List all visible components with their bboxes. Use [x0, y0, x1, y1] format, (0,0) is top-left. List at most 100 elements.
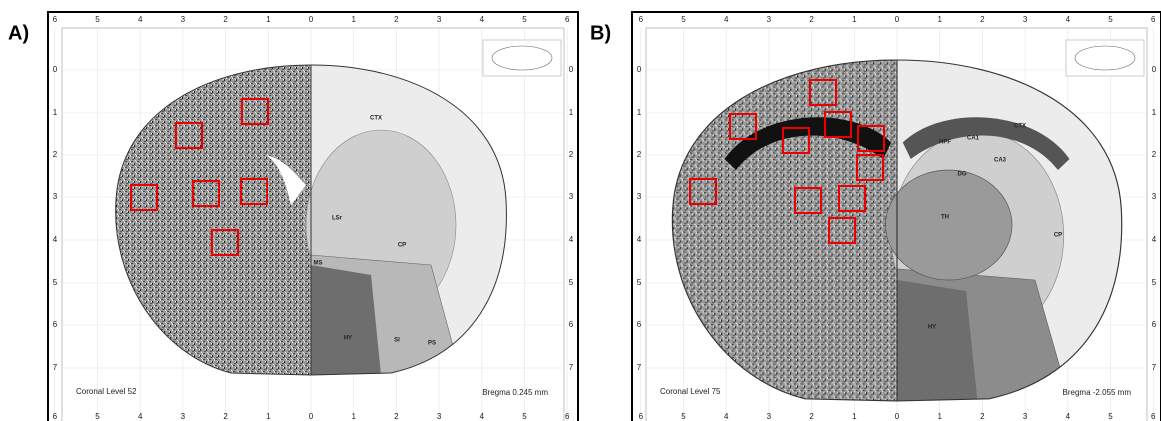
- y-tick-label: 7: [1152, 363, 1157, 372]
- inset-thumbnail: [483, 40, 561, 76]
- region-label: HY: [344, 336, 352, 342]
- panel-label: A): [8, 22, 29, 44]
- brain-section: [101, 60, 521, 380]
- y-tick-label: 5: [53, 278, 58, 287]
- x-tick-label: 3: [1023, 412, 1028, 421]
- x-tick-label: 5: [1108, 15, 1113, 24]
- region-label: CTX: [370, 116, 382, 122]
- x-tick-label: 4: [138, 412, 143, 421]
- y-tick-label: 6: [637, 320, 642, 329]
- y-tick-label: 7: [53, 363, 58, 372]
- x-tick-label: 5: [681, 412, 686, 421]
- inset-thumbnail: [1066, 40, 1144, 76]
- figure: A) 6 6 5 5 4 4 3 3 2 2 1 1 0 0 1 1 2 2 3 3 4 4 5 5 6 6 0 0 1 1 2 2 3 3 4 4 5 5…: [0, 0, 1161, 421]
- x-tick-label: 1: [351, 412, 356, 421]
- x-tick-label: 1: [351, 15, 356, 24]
- caption: Coronal Level 52: [76, 387, 137, 396]
- y-tick-label: 1: [637, 108, 642, 117]
- y-tick-label: 1: [569, 108, 574, 117]
- x-tick-label: 6: [1151, 412, 1156, 421]
- y-tick-label: 5: [637, 278, 642, 287]
- y-tick-label: 0: [637, 65, 642, 74]
- x-tick-label: 3: [437, 15, 442, 24]
- y-tick-label: 3: [1152, 192, 1157, 201]
- x-tick-label: 0: [309, 412, 314, 421]
- y-tick-label: 3: [53, 192, 58, 201]
- y-tick-label: 2: [53, 150, 58, 159]
- y-tick-label: 4: [1152, 235, 1157, 244]
- y-tick-label: 2: [1152, 150, 1157, 159]
- x-tick-label: 1: [266, 412, 271, 421]
- x-tick-label: 2: [809, 412, 814, 421]
- thalamus: [886, 170, 1013, 280]
- x-tick-label: 6: [1151, 15, 1156, 24]
- y-tick-label: 2: [569, 150, 574, 159]
- y-tick-label: 0: [1152, 65, 1157, 74]
- atlas-region: [311, 265, 381, 375]
- brain-section: [656, 55, 1139, 407]
- y-tick-label: 5: [1152, 278, 1157, 287]
- y-tick-label: 7: [637, 363, 642, 372]
- region-label: TH: [941, 215, 949, 221]
- x-tick-label: 0: [309, 15, 314, 24]
- region-label: HY: [928, 325, 936, 331]
- x-tick-label: 5: [95, 412, 100, 421]
- x-tick-label: 2: [394, 15, 399, 24]
- x-tick-label: 0: [895, 412, 900, 421]
- panel: B)66554433221100112233445566001122334455…: [590, 12, 1161, 421]
- x-tick-label: 5: [522, 412, 527, 421]
- page: {"panels": [ {"label": "A)", "x_ticks": …: [0, 0, 1161, 421]
- panel-label: B): [590, 22, 611, 44]
- x-tick-label: 2: [809, 15, 814, 24]
- region-label: MS: [314, 261, 323, 267]
- region-label: DG: [958, 172, 967, 178]
- region-label: CTX: [1014, 124, 1026, 130]
- x-tick-label: 6: [639, 412, 644, 421]
- y-tick-label: 3: [569, 192, 574, 201]
- x-tick-label: 6: [565, 15, 570, 24]
- x-tick-label: 6: [639, 15, 644, 24]
- x-tick-label: 4: [1066, 412, 1071, 421]
- x-tick-label: 2: [223, 15, 228, 24]
- caption: Coronal Level 75: [660, 387, 721, 396]
- x-tick-label: 4: [138, 15, 143, 24]
- atlas-region: [897, 280, 978, 401]
- x-tick-label: 2: [394, 412, 399, 421]
- x-tick-label: 3: [437, 412, 442, 421]
- y-tick-label: 6: [569, 320, 574, 329]
- y-tick-label: 4: [569, 235, 574, 244]
- y-tick-label: 6: [53, 320, 58, 329]
- x-tick-label: 2: [980, 412, 985, 421]
- y-tick-label: 7: [569, 363, 574, 372]
- y-tick-label: 0: [569, 65, 574, 74]
- x-tick-label: 5: [95, 15, 100, 24]
- y-tick-label: 6: [1152, 320, 1157, 329]
- y-tick-label: 1: [1152, 108, 1157, 117]
- x-tick-label: 6: [53, 412, 58, 421]
- y-tick-label: 1: [53, 108, 58, 117]
- x-tick-label: 2: [980, 15, 985, 24]
- region-label: LSr: [332, 216, 343, 222]
- x-tick-label: 6: [53, 15, 58, 24]
- x-tick-label: 2: [223, 412, 228, 421]
- y-tick-label: 4: [637, 235, 642, 244]
- x-tick-label: 6: [565, 412, 570, 421]
- x-tick-label: 1: [937, 412, 942, 421]
- region-label: CA3: [994, 158, 1007, 164]
- x-tick-label: 4: [724, 15, 729, 24]
- x-tick-label: 1: [937, 15, 942, 24]
- region-label: CP: [398, 243, 406, 249]
- y-tick-label: 2: [637, 150, 642, 159]
- x-tick-label: 3: [181, 412, 186, 421]
- x-tick-label: 0: [895, 15, 900, 24]
- x-tick-label: 3: [1023, 15, 1028, 24]
- x-tick-label: 4: [480, 15, 485, 24]
- region-label: PS: [428, 341, 436, 347]
- x-tick-label: 4: [1066, 15, 1071, 24]
- x-tick-label: 3: [767, 412, 772, 421]
- x-tick-label: 5: [522, 15, 527, 24]
- x-tick-label: 1: [852, 412, 857, 421]
- region-label: HPF: [939, 140, 951, 146]
- bregma: Bregma 0.245 mm: [482, 388, 548, 397]
